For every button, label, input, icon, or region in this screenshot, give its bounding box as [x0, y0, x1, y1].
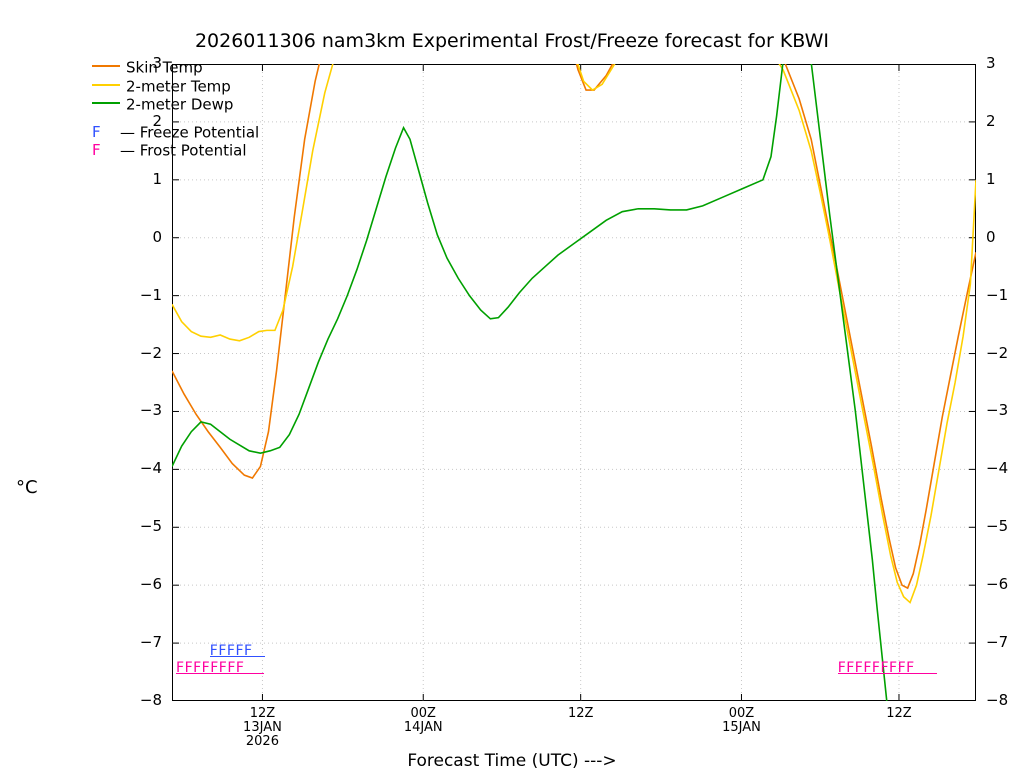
freeze-potential-strip: FFFFF	[209, 642, 253, 659]
legend-color-swatch	[92, 65, 120, 67]
y-tick-label-left: −7	[139, 633, 162, 652]
y-tick-label-right: 3	[986, 54, 996, 72]
gridlines	[172, 64, 976, 701]
legend-label: — Freeze Potential	[120, 122, 260, 141]
y-tick-label-left: −8	[139, 691, 162, 709]
y-tick-label-right: −1	[986, 285, 1009, 304]
y-tick-label-left: −1	[139, 285, 162, 304]
y-tick-label-left: 0	[152, 227, 162, 246]
frost-potential-strip: FFFFFFFFF	[837, 660, 915, 677]
y-tick-label-left: 1	[152, 169, 162, 188]
x-tick-label: 12Z	[567, 706, 594, 721]
plot-svg	[172, 64, 976, 701]
frost-potential-strip-bar	[176, 673, 265, 675]
y-tick-label-right: 2	[986, 111, 996, 130]
series-line	[172, 64, 976, 604]
x-axis-label: Forecast Time (UTC) --->	[407, 751, 617, 771]
y-tick-label-right: −8	[986, 691, 1009, 709]
x-tick-label: 00Z 14JAN	[403, 706, 443, 735]
legend-letter-glyph: F	[92, 141, 101, 160]
y-tick-label-left: −2	[139, 343, 162, 362]
legend-color-swatch	[92, 83, 120, 86]
legend-item: Skin Temp	[92, 58, 259, 77]
y-tick-label-left: 2	[152, 111, 162, 130]
plot-area	[172, 64, 976, 701]
chart-title: 2026011306 nam3km Experimental Frost/Fre…	[194, 30, 830, 52]
y-tick-label-right: −3	[986, 401, 1009, 420]
plot-frame	[172, 64, 976, 701]
frost-potential-strip-bar	[837, 673, 937, 675]
x-tick-label: 12Z	[886, 706, 912, 721]
y-tick-label-right: 1	[986, 169, 996, 188]
y-tick-label-left: −4	[139, 459, 162, 478]
y-tick-label-left: −3	[139, 401, 162, 420]
y-tick-label-right: −2	[986, 343, 1009, 362]
legend-item: F — Freeze Potential	[92, 123, 259, 142]
y-tick-label-left: −5	[139, 517, 162, 536]
frost-potential-strip: FFFFFFFF	[176, 660, 245, 677]
x-tick-label: 00Z 15JAN	[722, 706, 761, 735]
y-axis-label: °C	[16, 477, 38, 498]
series-group	[172, 64, 976, 701]
y-tick-label-right: −5	[986, 517, 1009, 536]
legend-item: 2-meter Temp	[92, 77, 259, 96]
legend-item: F — Frost Potential	[92, 141, 259, 160]
freeze-potential-strip-bar	[209, 655, 265, 657]
y-tick-label-right: −7	[986, 633, 1009, 652]
x-tick-label: 12Z 13JAN 2026	[243, 706, 282, 749]
y-tick-label-left: −6	[139, 575, 162, 594]
legend-label: — Frost Potential	[120, 141, 247, 160]
y-tick-label-left: 3	[152, 54, 162, 72]
legend: Skin Temp 2-meter Temp 2-meter Dewp F — Free…	[92, 58, 259, 160]
legend-label: Skin Temp	[126, 58, 203, 77]
y-tick-label-right: −4	[986, 459, 1009, 478]
legend-letter-glyph: F	[92, 122, 101, 141]
legend-label: 2-meter Temp	[126, 76, 231, 95]
legend-item: 2-meter Dewp	[92, 95, 259, 114]
y-tick-label-right: −6	[986, 575, 1009, 594]
legend-color-swatch	[92, 102, 120, 104]
axis-ticks	[172, 64, 976, 701]
series-line	[172, 64, 888, 701]
series-line	[172, 64, 976, 590]
legend-label: 2-meter Dewp	[126, 95, 234, 114]
y-tick-label-right: 0	[986, 227, 996, 246]
